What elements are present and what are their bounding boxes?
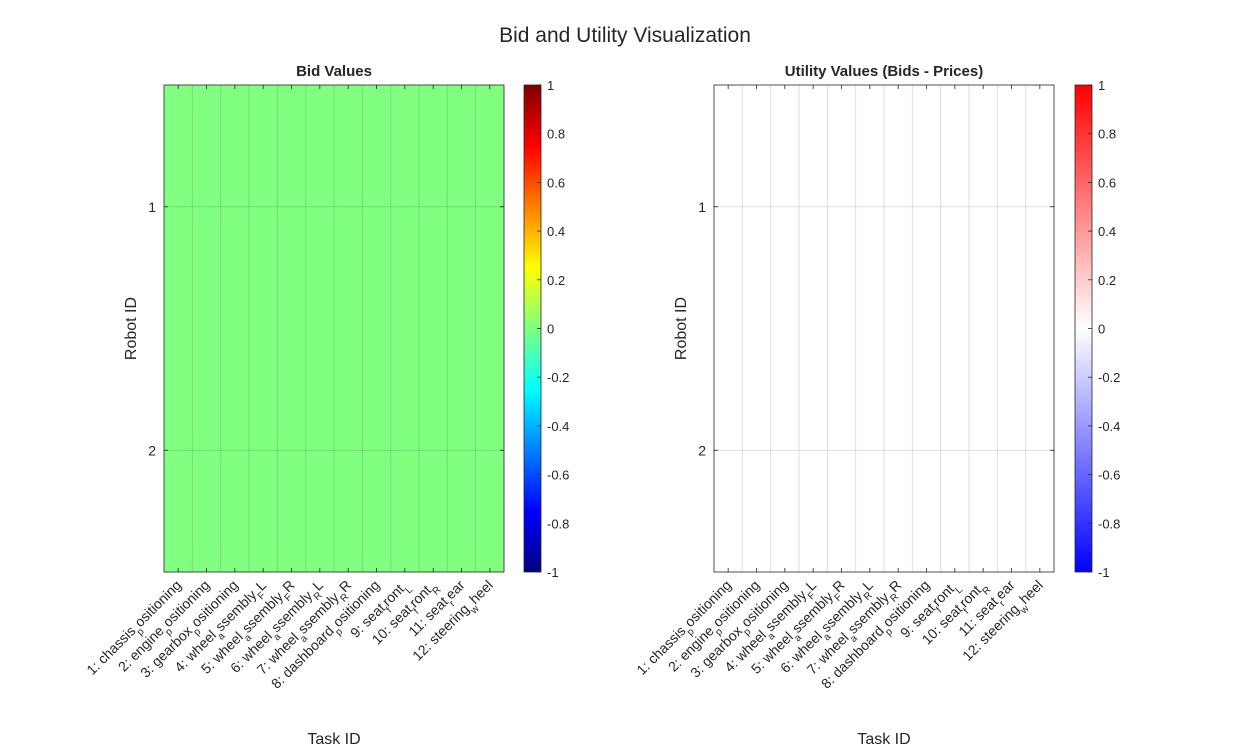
heatmap-cell bbox=[770, 85, 800, 329]
heatmap-cell bbox=[164, 328, 193, 573]
colorbar-tick-label: -0.6 bbox=[1098, 468, 1120, 483]
heatmap-cell bbox=[799, 85, 828, 329]
colorbar-tick-label: -0.2 bbox=[547, 370, 569, 385]
heatmap-cell bbox=[447, 85, 476, 329]
heatmap-cell bbox=[997, 328, 1026, 573]
heatmap-cell bbox=[714, 85, 743, 329]
colorbar-tick-label: 0 bbox=[547, 322, 554, 337]
chart-title: Utility Values (Bids - Prices) bbox=[785, 63, 983, 80]
heatmap-cell bbox=[220, 85, 250, 329]
y-axis-label: Robot ID bbox=[673, 297, 690, 360]
heatmap-cell bbox=[249, 328, 278, 573]
colorbar-tick-label: -0.2 bbox=[1098, 370, 1120, 385]
x-axis-label: Task ID bbox=[307, 731, 360, 748]
heatmap-cell bbox=[220, 328, 250, 573]
heatmap-cell bbox=[277, 85, 306, 329]
heatmap-cell bbox=[742, 328, 771, 573]
heatmap-cell bbox=[799, 328, 828, 573]
plot-area bbox=[163, 84, 505, 573]
colorbar-tick-label: 0.4 bbox=[547, 224, 565, 239]
heatmap-cell bbox=[475, 85, 505, 329]
figure-title: Bid and Utility Visualization bbox=[499, 24, 751, 47]
heatmap-cell bbox=[855, 328, 885, 573]
colorbar-tick-label: 0.8 bbox=[547, 127, 565, 142]
heatmap-cell bbox=[969, 328, 998, 573]
heatmap-cell bbox=[419, 85, 448, 329]
heatmap-cell bbox=[997, 85, 1026, 329]
heatmap-cell bbox=[447, 328, 476, 573]
y-tick-label: 1 bbox=[148, 199, 156, 215]
x-axis-label: Task ID bbox=[857, 731, 910, 748]
heatmap-cell bbox=[969, 85, 998, 329]
heatmap-cell bbox=[884, 328, 913, 573]
colorbar-tick-label: -1 bbox=[1098, 565, 1110, 580]
heatmap-cell bbox=[362, 328, 391, 573]
heatmap-cell bbox=[827, 85, 856, 329]
heatmap-cell bbox=[940, 85, 970, 329]
colorbar-tick-label: 1 bbox=[1098, 78, 1105, 93]
colorbar-tick-label: 0.2 bbox=[1098, 273, 1116, 288]
colorbar-tick-label: -1 bbox=[547, 565, 559, 580]
heatmap-cell bbox=[475, 328, 505, 573]
colorbar-tick-label: -0.4 bbox=[1098, 419, 1120, 434]
heatmap-cell bbox=[912, 85, 941, 329]
y-tick-label: 2 bbox=[148, 442, 156, 458]
heatmap-cell bbox=[192, 85, 221, 329]
heatmap-cell bbox=[305, 85, 335, 329]
chart-title: Bid Values bbox=[296, 63, 372, 80]
heatmap-cell bbox=[912, 328, 941, 573]
heatmap-cell bbox=[390, 85, 420, 329]
heatmap-cell bbox=[884, 85, 913, 329]
heatmap-cell bbox=[1025, 328, 1055, 573]
heatmap-cell bbox=[940, 328, 970, 573]
heatmap-cell bbox=[714, 328, 743, 573]
heatmap-cell bbox=[334, 328, 363, 573]
heatmap-cell bbox=[362, 85, 391, 329]
colorbar-tick-label: 0.2 bbox=[547, 273, 565, 288]
utility-values-heatmap: Utility Values (Bids - Prices)1: chassis… bbox=[633, 63, 1120, 748]
colorbar-tick-label: -0.8 bbox=[547, 516, 569, 531]
heatmap-cell bbox=[1025, 85, 1055, 329]
heatmap-cell bbox=[277, 328, 306, 573]
colorbar-tick-label: -0.8 bbox=[1098, 516, 1120, 531]
y-tick-label: 1 bbox=[698, 199, 706, 215]
heatmap-cell bbox=[827, 328, 856, 573]
heatmap-cell bbox=[334, 85, 363, 329]
colorbar-tick-label: 0.6 bbox=[1098, 175, 1116, 190]
heatmap-cell bbox=[164, 85, 193, 329]
y-axis-label: Robot ID bbox=[123, 297, 140, 360]
heatmap-cell bbox=[192, 328, 221, 573]
heatmap-cell bbox=[855, 85, 885, 329]
heatmap-cell bbox=[305, 328, 335, 573]
colorbar-tick-label: -0.6 bbox=[547, 468, 569, 483]
colorbar-tick-label: -0.4 bbox=[547, 419, 569, 434]
colorbar-tick-label: 1 bbox=[547, 78, 554, 93]
colorbar-tick-label: 0.4 bbox=[1098, 224, 1116, 239]
heatmap-cell bbox=[742, 85, 771, 329]
heatmap-cell bbox=[419, 328, 448, 573]
plot-area bbox=[713, 84, 1055, 573]
colorbar-tick-label: 0.6 bbox=[547, 175, 565, 190]
colorbar-tick-label: 0.8 bbox=[1098, 127, 1116, 142]
heatmap-cell bbox=[249, 85, 278, 329]
colorbar-tick-label: 0 bbox=[1098, 322, 1105, 337]
heatmap-cell bbox=[770, 328, 800, 573]
heatmap-cell bbox=[390, 328, 420, 573]
y-tick-label: 2 bbox=[698, 442, 706, 458]
